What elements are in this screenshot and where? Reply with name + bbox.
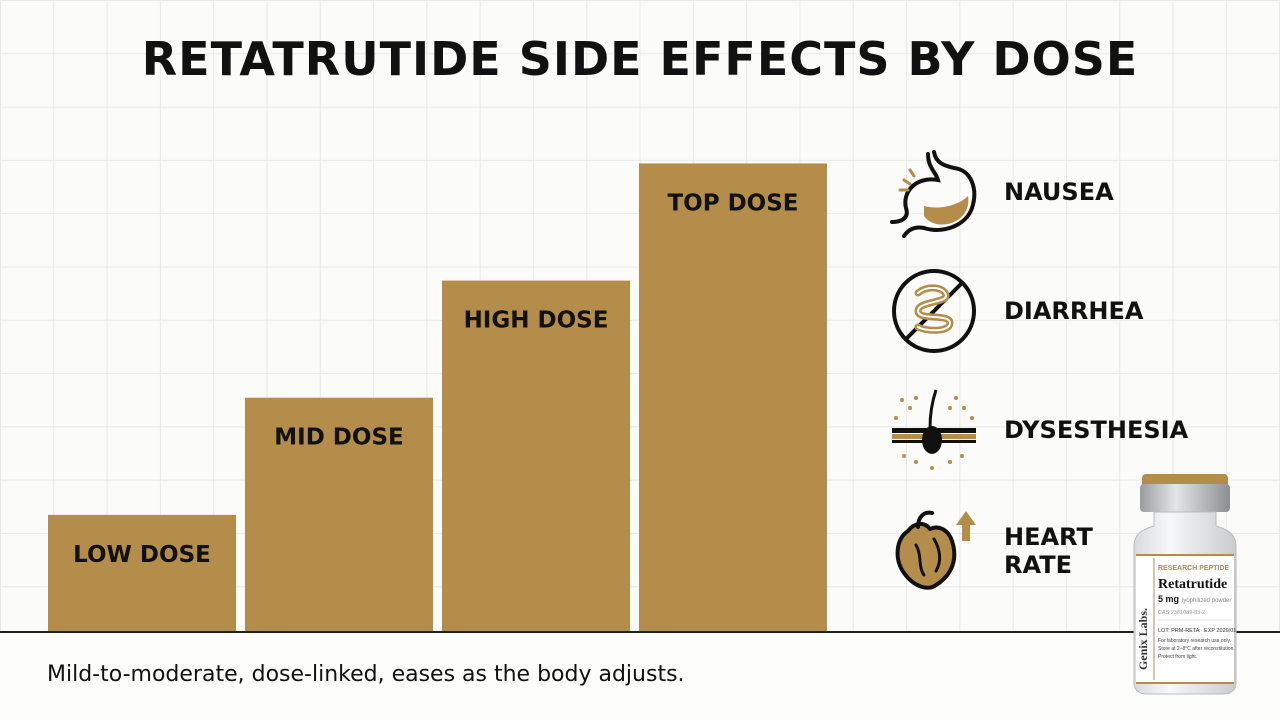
bar-label-low-dose: LOW DOSE [73, 542, 211, 568]
vial-note-2: Store at 2–8°C after reconstitution. [1158, 646, 1235, 652]
legend-item-dysesthesia: DYSESTHESIA [888, 384, 1189, 476]
bar-label-mid-dose: MID DOSE [274, 425, 403, 451]
vial-name: Retatrutide [1158, 577, 1227, 592]
bar-top-dose [639, 163, 827, 632]
vial-note-1: For laboratory research use only. [1158, 638, 1231, 644]
heart-rate-icon [895, 510, 976, 590]
legend-item-heart-rate: HEART RATE [888, 505, 1184, 597]
footer-band [0, 633, 1280, 720]
chart-title: RETATRUTIDE SIDE EFFECTS BY DOSE [141, 32, 1139, 86]
vial-dose: 5 mg [1158, 594, 1179, 604]
retatrutide-vial: Genix Labs. RESEARCH PEPTIDE Retatrutide… [1133, 474, 1237, 695]
vial-cas: CAS 2381089-83-2 [1158, 610, 1205, 616]
skin-nerve-icon [892, 389, 976, 470]
legend-item-nausea: NAUSEA [888, 146, 1184, 238]
bar-label-high-dose: HIGH DOSE [464, 308, 609, 334]
legend-label-diarrhea: DIARRHEA [1004, 297, 1144, 325]
vial-crimp [1140, 484, 1230, 512]
legend-item-diarrhea: DIARRHEA [888, 265, 1184, 357]
bar-mid-dose [245, 397, 433, 632]
vial-label [1136, 554, 1234, 684]
stomach-icon [890, 150, 977, 238]
chart-caption: Mild-to-moderate, dose-linked, eases as … [47, 662, 685, 687]
vial-tag: RESEARCH PEPTIDE [1158, 565, 1230, 572]
vial-note-3: Protect from light. [1158, 654, 1197, 660]
legend-label-nausea: NAUSEA [1004, 178, 1114, 206]
vial-form: lyophilized powder [1182, 598, 1231, 604]
bar-chart: LOW DOSE MID DOSE HIGH DOSE TOP DOSE [48, 163, 827, 632]
vial-brand: Genix Labs. [1136, 608, 1150, 670]
bar-low-dose [48, 514, 236, 632]
x-axis-baseline [0, 631, 1280, 633]
vial-lot: LOT: PRM-RETA · EXP 2029/01 [1158, 628, 1236, 634]
bar-high-dose [442, 280, 630, 632]
legend-label-dysesthesia: DYSESTHESIA [1004, 416, 1189, 444]
bar-label-top-dose: TOP DOSE [667, 190, 798, 216]
intestine-icon [892, 269, 976, 353]
legend-label-heart-rate: HEART RATE [1004, 523, 1093, 579]
